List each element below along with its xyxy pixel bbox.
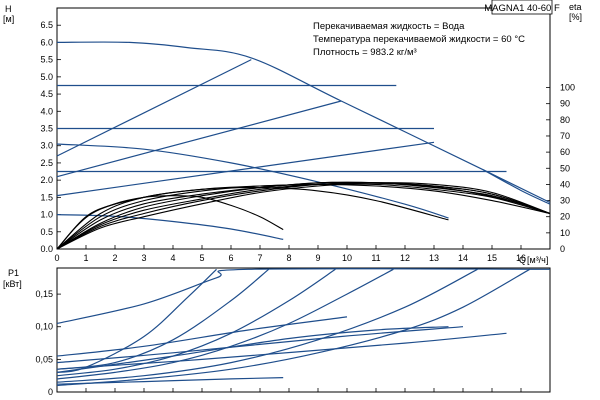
y-tick-label: 5.5: [40, 55, 53, 65]
power-series-layer: [56, 268, 551, 387]
y-tick-label: 1.5: [40, 192, 53, 202]
chart-title-box: [491, 0, 553, 15]
power-plot-area: [56, 267, 551, 393]
efficiency-curve: [56, 195, 284, 250]
annotation-temperature: Температура перекачиваемой жидкости = 60…: [313, 34, 525, 45]
x-axis-unit: [м³/ч]: [527, 255, 548, 265]
power-curve: [56, 268, 394, 380]
x-tick-label: 11: [371, 253, 380, 263]
power-curve: [56, 268, 217, 373]
x-tick-label: 14: [458, 253, 468, 263]
y-tick-label: 4.5: [40, 89, 53, 99]
power-y-tick-label: 0,10: [35, 322, 53, 332]
y-tick-label: 6.5: [40, 20, 53, 30]
efficiency-curve: [56, 182, 551, 250]
power-curve: [56, 377, 284, 385]
y-tick-label: 2.0: [40, 175, 53, 185]
annotation-density: Плотность = 983.2 кг/м³: [313, 47, 417, 58]
efficiency-curve: [56, 181, 551, 250]
y2-tick-label: 90: [560, 99, 570, 109]
ticks-layer: 0 1 2 3 4 5 6 7 8 9 10 11 12 13 14 15 160.00.51.01.52.02…: [35, 20, 575, 397]
chart-title: MAGNA1 40-60 F: [484, 3, 560, 14]
y-tick-label: 1.0: [40, 210, 53, 220]
x-tick-label: 2: [112, 253, 117, 263]
y2-tick-label: 10: [560, 228, 570, 238]
y-axis-label: H: [5, 4, 12, 14]
power-curve: [56, 326, 449, 373]
x-tick-label: 8: [286, 253, 291, 263]
x-tick-label: 3: [141, 253, 146, 263]
y2-tick-label: 70: [560, 131, 570, 141]
x-tick-label: 6: [228, 253, 233, 263]
y-tick-label: 3.0: [40, 141, 53, 151]
x-tick-label: 0: [54, 253, 59, 263]
x-tick-label: 10: [342, 253, 352, 263]
power-axis-label: P1: [8, 268, 19, 278]
x-tick-label: 9: [315, 253, 320, 263]
head-curve: [56, 100, 342, 178]
y2-tick-label: 100: [560, 83, 575, 93]
x-tick-label: 16: [516, 253, 526, 263]
x-tick-label: 15: [487, 253, 497, 263]
y2-tick-label: 60: [560, 147, 570, 157]
power-curve: [56, 268, 478, 383]
y-tick-label: 3.5: [40, 124, 53, 134]
efficiency-curve: [56, 182, 551, 250]
x-axis-label: Q: [519, 255, 526, 265]
y2-tick-label: 80: [560, 115, 570, 125]
power-curve: [56, 268, 270, 370]
power-curve: [56, 268, 551, 325]
head-curve: [56, 59, 252, 157]
y-tick-label: 0.5: [40, 227, 53, 237]
y-tick-label: 0.0: [40, 244, 53, 254]
y-tick-label: 4.0: [40, 106, 53, 116]
y2-axis-label: eta: [569, 2, 582, 12]
x-tick-label: 7: [257, 253, 262, 263]
x-tick-label: 1: [83, 253, 88, 263]
x-tick-label: 12: [400, 253, 410, 263]
x-tick-label: 13: [429, 253, 439, 263]
y-tick-label: 6.0: [40, 37, 53, 47]
y2-tick-label: 30: [560, 196, 570, 206]
annotation-fluid: Перекачиваемая жидкость = Вода: [313, 21, 465, 32]
y2-tick-label: 50: [560, 163, 570, 173]
head-curve: [56, 41, 551, 204]
power-y-tick-label: 0,15: [35, 289, 53, 299]
head-series-layer: [56, 41, 551, 250]
power-curve: [56, 332, 507, 370]
y2-tick-label: 20: [560, 212, 570, 222]
head-curve: [56, 141, 435, 197]
power-y-tick-label: 0,05: [35, 354, 53, 364]
power-curve: [56, 268, 336, 377]
y2-tick-label: 0: [560, 244, 565, 254]
head-curve: [56, 143, 449, 219]
y-tick-label: 2.5: [40, 158, 53, 168]
power-axis-unit: [кВт]: [3, 279, 22, 289]
power-curve: [56, 268, 530, 387]
x-tick-label: 5: [199, 253, 204, 263]
power-curve: [56, 316, 348, 357]
y2-axis-unit: [%]: [569, 12, 582, 22]
y-tick-label: 5.0: [40, 72, 53, 82]
y2-tick-label: 40: [560, 179, 570, 189]
x-tick-label: 4: [170, 253, 175, 263]
efficiency-curve: [56, 181, 551, 250]
head-curve: [483, 169, 551, 205]
y-axis-unit: [м]: [3, 14, 14, 24]
head-curve: [56, 214, 284, 240]
power-y-tick-label: 0: [48, 387, 53, 397]
power-curve: [56, 326, 464, 364]
